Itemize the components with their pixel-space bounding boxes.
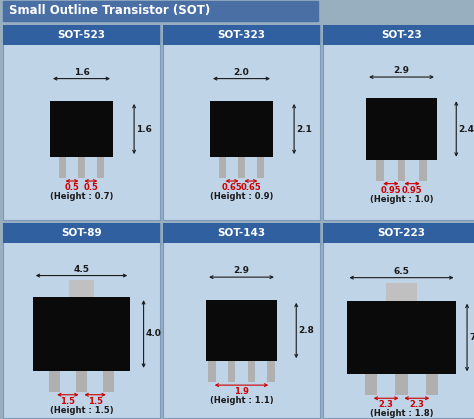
Text: (Height : 1.0): (Height : 1.0) — [370, 194, 433, 204]
Text: (Height : 1.1): (Height : 1.1) — [210, 396, 273, 405]
Bar — [208, 361, 216, 382]
Bar — [76, 371, 87, 392]
Text: 1.5: 1.5 — [88, 397, 103, 406]
Bar — [163, 25, 320, 45]
Bar — [163, 223, 320, 418]
Text: 6.5: 6.5 — [393, 266, 410, 276]
Text: SOT-523: SOT-523 — [57, 30, 106, 40]
Text: (Height : 0.7): (Height : 0.7) — [50, 192, 113, 201]
Text: Small Outline Transistor (SOT): Small Outline Transistor (SOT) — [9, 5, 210, 18]
Text: 2.8: 2.8 — [298, 326, 314, 335]
Text: 1.9: 1.9 — [234, 387, 249, 396]
Bar — [323, 223, 474, 418]
Bar — [103, 371, 114, 392]
Bar — [69, 280, 94, 297]
Bar — [219, 157, 226, 178]
Bar — [426, 374, 438, 395]
Bar — [49, 371, 60, 392]
Text: 7.0: 7.0 — [469, 333, 474, 342]
Text: 2.3: 2.3 — [379, 400, 393, 409]
Bar — [257, 157, 264, 178]
Bar — [267, 361, 275, 382]
Text: 2.3: 2.3 — [410, 400, 424, 409]
Bar — [419, 160, 427, 181]
Bar — [3, 1, 318, 21]
Text: 1.6: 1.6 — [136, 124, 152, 134]
Bar — [366, 98, 437, 160]
Bar — [3, 25, 160, 220]
Text: SOT-89: SOT-89 — [61, 228, 102, 238]
Text: 2.9: 2.9 — [234, 266, 249, 275]
Text: SOT-323: SOT-323 — [218, 30, 265, 40]
Bar — [163, 25, 320, 220]
Text: 0.65: 0.65 — [240, 183, 261, 192]
Bar — [50, 101, 113, 157]
Bar — [59, 157, 66, 178]
Bar — [395, 374, 408, 395]
Text: 2.9: 2.9 — [393, 66, 410, 75]
Bar — [365, 374, 377, 395]
Bar — [386, 283, 417, 301]
Text: SOT-143: SOT-143 — [218, 228, 265, 238]
Text: 2.0: 2.0 — [234, 67, 249, 77]
Bar — [3, 223, 160, 418]
Text: 4.0: 4.0 — [146, 329, 162, 339]
Text: 2.1: 2.1 — [296, 124, 312, 134]
Text: 0.95: 0.95 — [381, 186, 401, 194]
Bar — [247, 361, 255, 382]
Text: 4.5: 4.5 — [73, 264, 90, 274]
Bar — [206, 300, 277, 361]
Bar — [33, 297, 130, 371]
Text: 1.5: 1.5 — [60, 397, 75, 406]
Text: SOT-223: SOT-223 — [377, 228, 426, 238]
Text: 1.6: 1.6 — [73, 67, 90, 77]
Bar — [323, 25, 474, 45]
Bar — [210, 101, 273, 157]
Text: 0.95: 0.95 — [402, 186, 422, 194]
Bar — [3, 25, 160, 45]
Bar — [323, 223, 474, 243]
Text: 2.4: 2.4 — [458, 124, 474, 134]
Text: SOT-23: SOT-23 — [381, 30, 422, 40]
Bar — [163, 223, 320, 243]
Text: 0.5: 0.5 — [83, 183, 99, 192]
Text: 0.65: 0.65 — [222, 183, 243, 192]
Bar — [346, 301, 456, 374]
Bar — [78, 157, 85, 178]
Bar — [323, 25, 474, 220]
Bar — [3, 223, 160, 243]
Text: 0.5: 0.5 — [64, 183, 80, 192]
Text: (Height : 1.8): (Height : 1.8) — [370, 409, 433, 418]
Text: (Height : 0.9): (Height : 0.9) — [210, 192, 273, 201]
Bar — [376, 160, 384, 181]
Bar — [97, 157, 104, 178]
Bar — [238, 157, 245, 178]
Bar — [398, 160, 405, 181]
Bar — [228, 361, 236, 382]
Text: (Height : 1.5): (Height : 1.5) — [50, 406, 113, 415]
